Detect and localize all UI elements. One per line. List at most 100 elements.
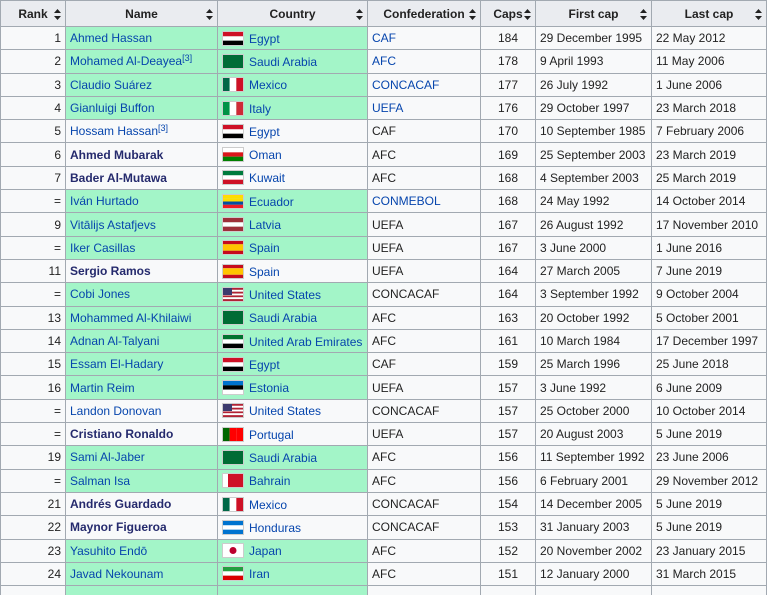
- country-cell: Spain: [217, 235, 368, 260]
- player-name[interactable]: Bader Al-Mutawa: [70, 170, 167, 185]
- player-name[interactable]: Gianluigi Buffon: [70, 101, 155, 116]
- player-name[interactable]: Hossam Hassan: [70, 124, 159, 139]
- country-name[interactable]: Latvia: [249, 218, 282, 233]
- country-name[interactable]: Japan: [249, 544, 282, 559]
- country-name[interactable]: Honduras: [249, 520, 302, 535]
- rank-cell: 1: [0, 25, 66, 51]
- confederation-name[interactable]: CAF: [372, 31, 396, 46]
- player-name[interactable]: Cobi Jones: [70, 287, 131, 302]
- column-header[interactable]: First cap: [535, 0, 652, 27]
- rank-cell: 4: [0, 95, 66, 121]
- country-name[interactable]: Italy: [249, 101, 272, 116]
- player-name[interactable]: Vitālijs Astafjevs: [70, 217, 156, 232]
- player-name[interactable]: Landon Donovan: [70, 403, 162, 418]
- player-name[interactable]: Maynor Figueroa: [70, 520, 167, 535]
- flag-icon: [222, 380, 244, 396]
- country-name[interactable]: Spain: [249, 241, 280, 256]
- rank-cell: 21: [0, 491, 66, 517]
- last-cap-cell: 25 March 2019: [651, 165, 767, 191]
- name-cell: Ahmed Mubarak: [65, 142, 218, 167]
- confederation-name: AFC: [372, 310, 396, 325]
- country-name[interactable]: Iran: [249, 567, 270, 582]
- player-name[interactable]: Sergio Ramos: [70, 264, 151, 279]
- player-name[interactable]: Javad Nekounam: [70, 566, 164, 581]
- country-name[interactable]: Egypt: [249, 124, 280, 139]
- player-name[interactable]: Iván Hurtado: [70, 194, 139, 209]
- player-name[interactable]: Ahmed Hassan: [70, 31, 153, 46]
- player-name[interactable]: Mohammed Al-Khilaiwi: [70, 310, 192, 325]
- player-name[interactable]: Andrés Guardado: [70, 497, 172, 512]
- player-name[interactable]: Iker Casillas: [70, 240, 136, 255]
- player-name[interactable]: Cristiano Ronaldo: [70, 427, 174, 442]
- country-name[interactable]: Saudi Arabia: [249, 54, 318, 69]
- country-cell: Egypt: [217, 119, 368, 144]
- country-name[interactable]: Mexico: [249, 78, 288, 93]
- country-name[interactable]: United Arab Emirates: [249, 334, 363, 349]
- last-cap-cell: 1 June 2006: [651, 72, 767, 97]
- confederation-name[interactable]: AFC: [372, 54, 396, 69]
- player-name[interactable]: Adnan Al-Talyani: [70, 334, 160, 348]
- column-header[interactable]: Country: [217, 0, 368, 27]
- rank-cell: =: [0, 468, 66, 493]
- table-row: 19 Sami Al-Jaber Saudi Arabia AFC 156 11 Sept…: [0, 445, 767, 470]
- footnote-ref[interactable]: [3]: [182, 53, 193, 64]
- country-name[interactable]: Oman: [249, 148, 282, 163]
- header-text: First cap: [568, 6, 619, 21]
- country-name[interactable]: Egypt: [249, 357, 280, 372]
- confederation-name: CONCACAF: [372, 403, 440, 418]
- header-text: Rank: [18, 6, 48, 21]
- sort-icon: [206, 9, 213, 20]
- country-name[interactable]: Ecuador: [249, 194, 294, 209]
- country-name[interactable]: Saudi Arabia: [249, 311, 318, 326]
- rank-cell: 11: [0, 258, 66, 284]
- first-cap-cell: 11 September 1992: [535, 445, 652, 470]
- country-name[interactable]: Bahrain: [249, 474, 291, 489]
- column-header[interactable]: Caps: [480, 0, 536, 27]
- confederation-name: AFC: [372, 450, 396, 465]
- caps-cell: 153: [480, 515, 536, 540]
- country-name[interactable]: United States: [249, 404, 322, 419]
- last-cap-cell: 22 May 2012: [651, 25, 767, 51]
- player-name[interactable]: Ahmed Mubarak: [70, 147, 164, 162]
- country-name[interactable]: Mexico: [249, 497, 288, 512]
- country-name[interactable]: United States: [249, 287, 322, 302]
- country-name[interactable]: Egypt: [249, 31, 280, 46]
- player-name[interactable]: Claudio Suárez: [70, 77, 153, 92]
- country-name[interactable]: Spain: [249, 264, 280, 279]
- footnote-ref[interactable]: [3]: [158, 123, 169, 134]
- column-header[interactable]: Last cap: [651, 0, 767, 27]
- last-cap-cell: 5 June 2019: [651, 491, 767, 517]
- player-name[interactable]: Salman Isa: [70, 473, 131, 488]
- confederation-name[interactable]: CONMEBOL: [372, 194, 441, 209]
- column-header[interactable]: Name: [65, 0, 218, 27]
- player-name[interactable]: Yasuhito Endō: [70, 543, 148, 558]
- caps-cell: 159: [480, 352, 536, 377]
- last-cap-cell: 1 June 2016: [651, 235, 767, 260]
- confederation-name[interactable]: CONCACAF: [372, 77, 440, 92]
- country-name[interactable]: Saudi Arabia: [249, 450, 318, 465]
- first-cap-cell: 3 September 1992: [535, 282, 652, 307]
- player-name[interactable]: Essam El-Hadary: [70, 357, 164, 372]
- last-cap-cell: 5 October 2001: [651, 305, 767, 330]
- caps-cell: 154: [480, 491, 536, 517]
- column-header[interactable]: Confederation: [367, 0, 481, 27]
- table-row: 2 Mohamed Al-Deayea[3] Saudi Arabia AFC 178 9…: [0, 49, 767, 74]
- empty-cell: [480, 585, 536, 595]
- empty-cell: [0, 585, 66, 595]
- country-name[interactable]: Portugal: [249, 427, 294, 442]
- country-cell: Kuwait: [217, 165, 368, 191]
- country-name[interactable]: Kuwait: [249, 171, 286, 186]
- column-header[interactable]: Rank: [0, 0, 66, 27]
- player-name[interactable]: Martin Reim: [70, 380, 135, 395]
- player-name[interactable]: Mohamed Al-Deayea: [70, 54, 183, 69]
- table-row: 16 Martin Reim Estonia UEFA 157 3 June 1992 6 …: [0, 375, 767, 400]
- player-name[interactable]: Sami Al-Jaber: [70, 450, 145, 465]
- country-name[interactable]: Estonia: [249, 381, 290, 396]
- last-cap-cell: 23 March 2018: [651, 95, 767, 121]
- confederation-cell: AFC: [367, 468, 481, 493]
- first-cap-cell: 26 July 1992: [535, 72, 652, 97]
- rank-cell: =: [0, 235, 66, 260]
- flag-icon: [222, 263, 244, 279]
- confederation-name[interactable]: UEFA: [372, 101, 404, 116]
